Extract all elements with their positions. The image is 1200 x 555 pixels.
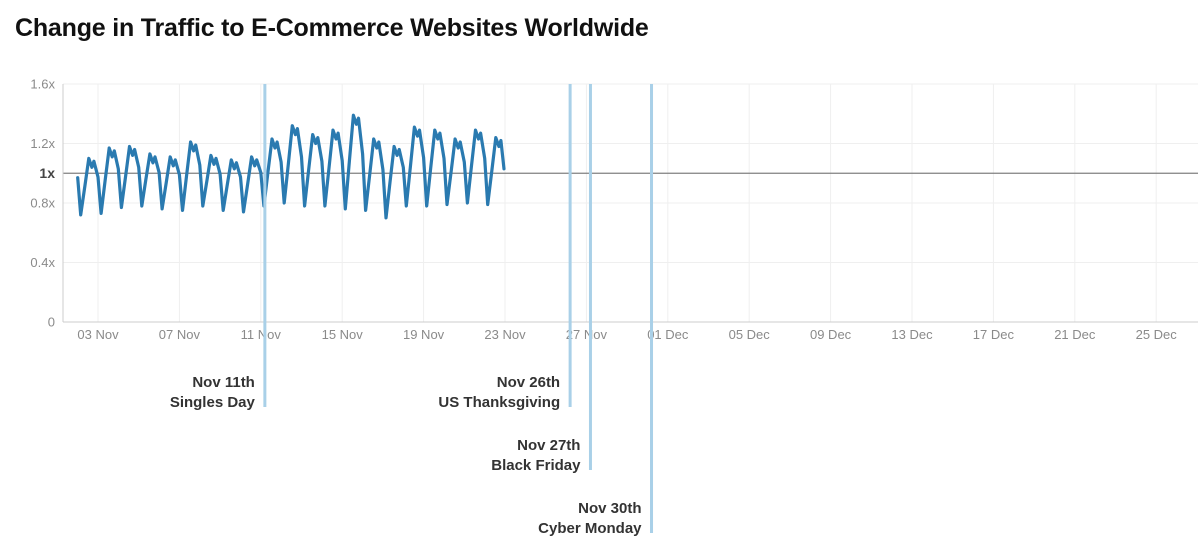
x-tick-label: 23 Nov [484,327,526,342]
x-tick-label: 09 Dec [810,327,852,342]
x-tick-label: 03 Nov [77,327,119,342]
y-axis-ticks: 0 0.4x 0.8x 1x 1.2x 1.6x [30,77,55,330]
y-tick-label: 1x [39,165,55,181]
annotation-event: Singles Day [170,394,256,411]
x-tick-label: 17 Dec [973,327,1015,342]
y-tick-label: 0.8x [30,196,55,211]
chart-title: Change in Traffic to E-Commerce Websites… [15,14,649,42]
x-tick-label: 15 Nov [322,327,364,342]
x-tick-label: 25 Dec [1136,327,1178,342]
annotation-date: Nov 30th [578,500,641,517]
annotation-event: US Thanksgiving [438,394,560,411]
axes [62,84,1198,323]
y-tick-label: 0 [48,315,55,330]
x-tick-label: 27 Nov [566,327,608,342]
grid [63,83,1198,322]
series-line [76,113,506,220]
series [76,113,506,220]
y-tick-label: 1.2x [30,136,55,151]
x-tick-label: 01 Dec [647,327,689,342]
x-tick-label: 13 Dec [891,327,933,342]
x-tick-label: 21 Dec [1054,327,1096,342]
annotations: Nov 11th Singles Day Nov 26th US Thanksgivi… [170,84,654,537]
x-axis-ticks: 03 Nov 07 Nov 11 Nov 15 Nov 19 Nov 23 Nov 27 N… [77,327,1177,342]
y-tick-label: 0.4x [30,255,55,270]
x-tick-label: 11 Nov [241,327,282,342]
x-tick-label: 05 Dec [729,327,771,342]
y-tick-label: 1.6x [30,77,55,92]
annotation-event: Cyber Monday [538,520,642,537]
annotation-event: Black Friday [491,457,581,474]
annotation-date: Nov 11th [192,374,255,391]
annotation-date: Nov 26th [497,374,560,391]
x-tick-label: 07 Nov [159,327,201,342]
x-tick-label: 19 Nov [403,327,445,342]
annotation-date: Nov 27th [517,437,580,454]
